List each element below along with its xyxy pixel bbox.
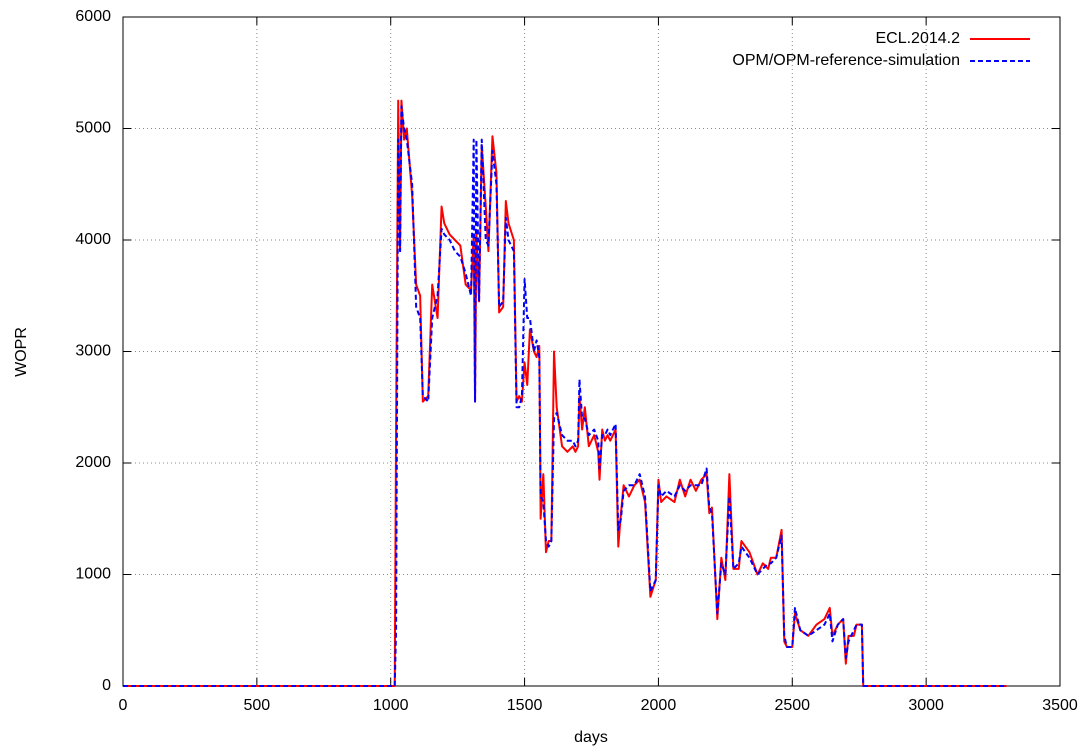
legend-label: ECL.2014.2	[875, 30, 960, 47]
x-tick-label: 1500	[507, 697, 543, 714]
x-tick-label: 1000	[373, 697, 409, 714]
data-line	[123, 99, 1007, 687]
x-tick-label: 500	[244, 697, 271, 714]
x-tick-label: 3000	[908, 697, 944, 714]
y-tick-label: 6000	[75, 8, 111, 25]
y-tick-label: 5000	[75, 120, 111, 137]
y-axis-label: WOPR	[13, 327, 30, 377]
x-axis-label: days	[574, 729, 608, 746]
y-tick-label: 4000	[75, 231, 111, 248]
x-tick-label: 0	[119, 697, 128, 714]
data-line	[123, 105, 1007, 687]
plot-frame	[122, 16, 1061, 687]
y-tick-label: 2000	[75, 454, 111, 471]
y-tick-label: 1000	[75, 566, 111, 583]
x-tick-label: 2500	[774, 697, 810, 714]
y-tick-label: 3000	[75, 343, 111, 360]
legend-label: OPM/OPM-reference-simulation	[732, 52, 960, 69]
y-tick-label: 0	[102, 677, 111, 694]
x-tick-label: 2000	[641, 697, 677, 714]
x-tick-label: 3500	[1042, 697, 1078, 714]
